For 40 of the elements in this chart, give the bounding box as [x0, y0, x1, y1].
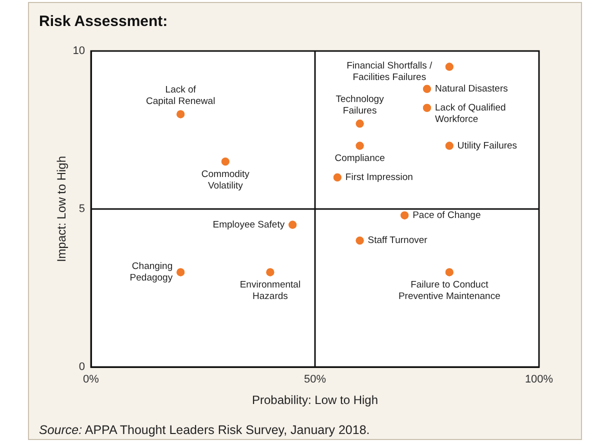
annotation: Compliance [334, 153, 385, 164]
x-axis-title: Probability: Low to High [252, 393, 378, 408]
annotation: Natural Disasters [435, 84, 508, 95]
y-axis-title: Impact: Low to High [54, 156, 69, 262]
point [176, 268, 185, 276]
point [445, 62, 454, 71]
point [356, 120, 364, 128]
point [288, 220, 297, 229]
annotation: Changing Pedagogy [130, 261, 173, 284]
annotation: First Impression [345, 172, 413, 184]
point [423, 104, 431, 112]
annotation: Staff Turnover [368, 235, 428, 246]
annotation: Lack of Qualified Workforce [435, 102, 506, 126]
point [400, 211, 409, 220]
annotation: Technology Failures [336, 94, 384, 117]
annotation: Environmental Hazards [240, 280, 301, 302]
y-tick-label: 10 [72, 45, 85, 58]
point [333, 173, 342, 182]
annotation: Lack of Capital Renewal [146, 84, 216, 108]
annotation: Pace of Change [412, 210, 481, 221]
annotation: Commodity Volatility [201, 168, 250, 192]
point [445, 268, 454, 276]
y-tick-label: 0 [78, 361, 85, 374]
point [221, 158, 230, 166]
annotation: Employee Safety [212, 219, 285, 230]
point [356, 236, 364, 245]
y-tick-label: 5 [78, 203, 85, 216]
source-note: Source: APPA Thought Leaders Risk Survey, January 2018. [39, 423, 370, 437]
chart-title: Risk Assessment: [39, 13, 168, 30]
annotation: Financial Shortfalls / Facilities Failures [346, 60, 433, 83]
annotation: Utility Failures [457, 140, 518, 152]
x-tick-label: 0% [83, 374, 100, 386]
x-tick-label: 100% [524, 374, 554, 386]
point [356, 142, 364, 150]
point [445, 142, 454, 150]
annotation: Failure to Conduct Preventive Maintenance [398, 280, 500, 302]
point [176, 110, 185, 118]
point [423, 84, 431, 93]
x-tick-label: 50% [304, 374, 326, 386]
point [266, 268, 274, 276]
